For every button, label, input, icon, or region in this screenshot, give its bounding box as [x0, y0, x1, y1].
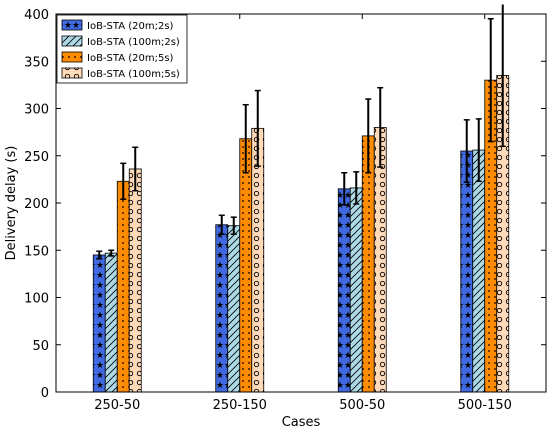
axis-ticks: 250-50 250-150 500-50 500-150 0 50 100 150 200 25… [24, 8, 546, 413]
error-bar-500-50-series-4 [377, 86, 384, 168]
legend-label-1: IoB-STA (20m;2s) [87, 21, 174, 32]
y-tick-label: 150 [24, 244, 49, 259]
x-tick-label: 500-50 [339, 398, 385, 413]
error-bar-250-150-series-4 [254, 89, 261, 167]
y-tick-label: 200 [24, 197, 49, 212]
bar-500-150-series-1 [460, 150, 474, 393]
error-bar-500-50-series-2 [353, 171, 360, 205]
legend-swatch-2 [61, 35, 83, 47]
error-bars-layer [96, 4, 506, 260]
y-tick-label: 300 [24, 103, 49, 118]
error-bar-250-50-series-3 [120, 162, 127, 200]
bar-500-50-series-1 [337, 188, 351, 393]
error-bar-250-50-series-1 [96, 250, 103, 260]
y-axis-title: Delivery delay (s) [4, 146, 19, 261]
legend-swatch-3 [61, 51, 83, 63]
error-bar-500-150-series-3 [487, 17, 494, 143]
bar-500-50-series-3 [361, 135, 375, 393]
bar-500-150-series-2 [472, 149, 486, 393]
bar-500-50-series-2 [349, 187, 363, 393]
y-tick-label: 400 [24, 8, 49, 23]
bar-250-150-series-4 [251, 127, 265, 393]
error-bar-500-50-series-1 [341, 172, 348, 206]
y-tick-label: 50 [32, 339, 49, 354]
bar-250-50-series-4 [128, 168, 142, 393]
y-tick-label: 350 [24, 55, 49, 70]
x-axis-title: Cases [282, 415, 321, 430]
error-bar-250-50-series-2 [108, 249, 115, 257]
bar-250-50-series-3 [116, 180, 130, 393]
bars-layer [92, 75, 510, 393]
legend-label-2: IoB-STA (100m;2s) [87, 37, 180, 48]
legend-label-3: IoB-STA (20m;5s) [87, 53, 174, 64]
y-tick-label: 250 [24, 150, 49, 165]
x-tick-label: 250-50 [94, 398, 140, 413]
legend: IoB-STA (20m;2s) IoB-STA (100m;2s) IoB-S… [56, 14, 188, 84]
y-tick-label: 0 [41, 386, 49, 401]
x-tick-label: 250-150 [213, 398, 267, 413]
error-bar-250-50-series-4 [132, 146, 139, 192]
error-bar-250-150-series-2 [230, 216, 237, 235]
x-tick-label: 500-150 [458, 398, 512, 413]
y-tick-label: 100 [24, 292, 49, 307]
bar-250-50-series-2 [104, 252, 118, 393]
legend-swatch-1 [61, 19, 83, 31]
bar-250-150-series-1 [215, 224, 229, 393]
error-bar-250-150-series-1 [218, 214, 225, 235]
error-bar-500-50-series-3 [365, 98, 372, 174]
error-bar-500-150-series-4 [499, 4, 506, 148]
error-bar-250-150-series-3 [242, 103, 249, 174]
legend-label-4: IoB-STA (100m;5s) [87, 69, 180, 80]
bar-250-150-series-3 [239, 138, 253, 393]
bar-250-150-series-2 [227, 225, 241, 393]
legend-swatch-4 [61, 67, 83, 79]
bar-250-50-series-1 [92, 254, 106, 393]
error-bar-500-150-series-2 [475, 118, 482, 183]
error-bar-500-150-series-1 [463, 119, 470, 183]
